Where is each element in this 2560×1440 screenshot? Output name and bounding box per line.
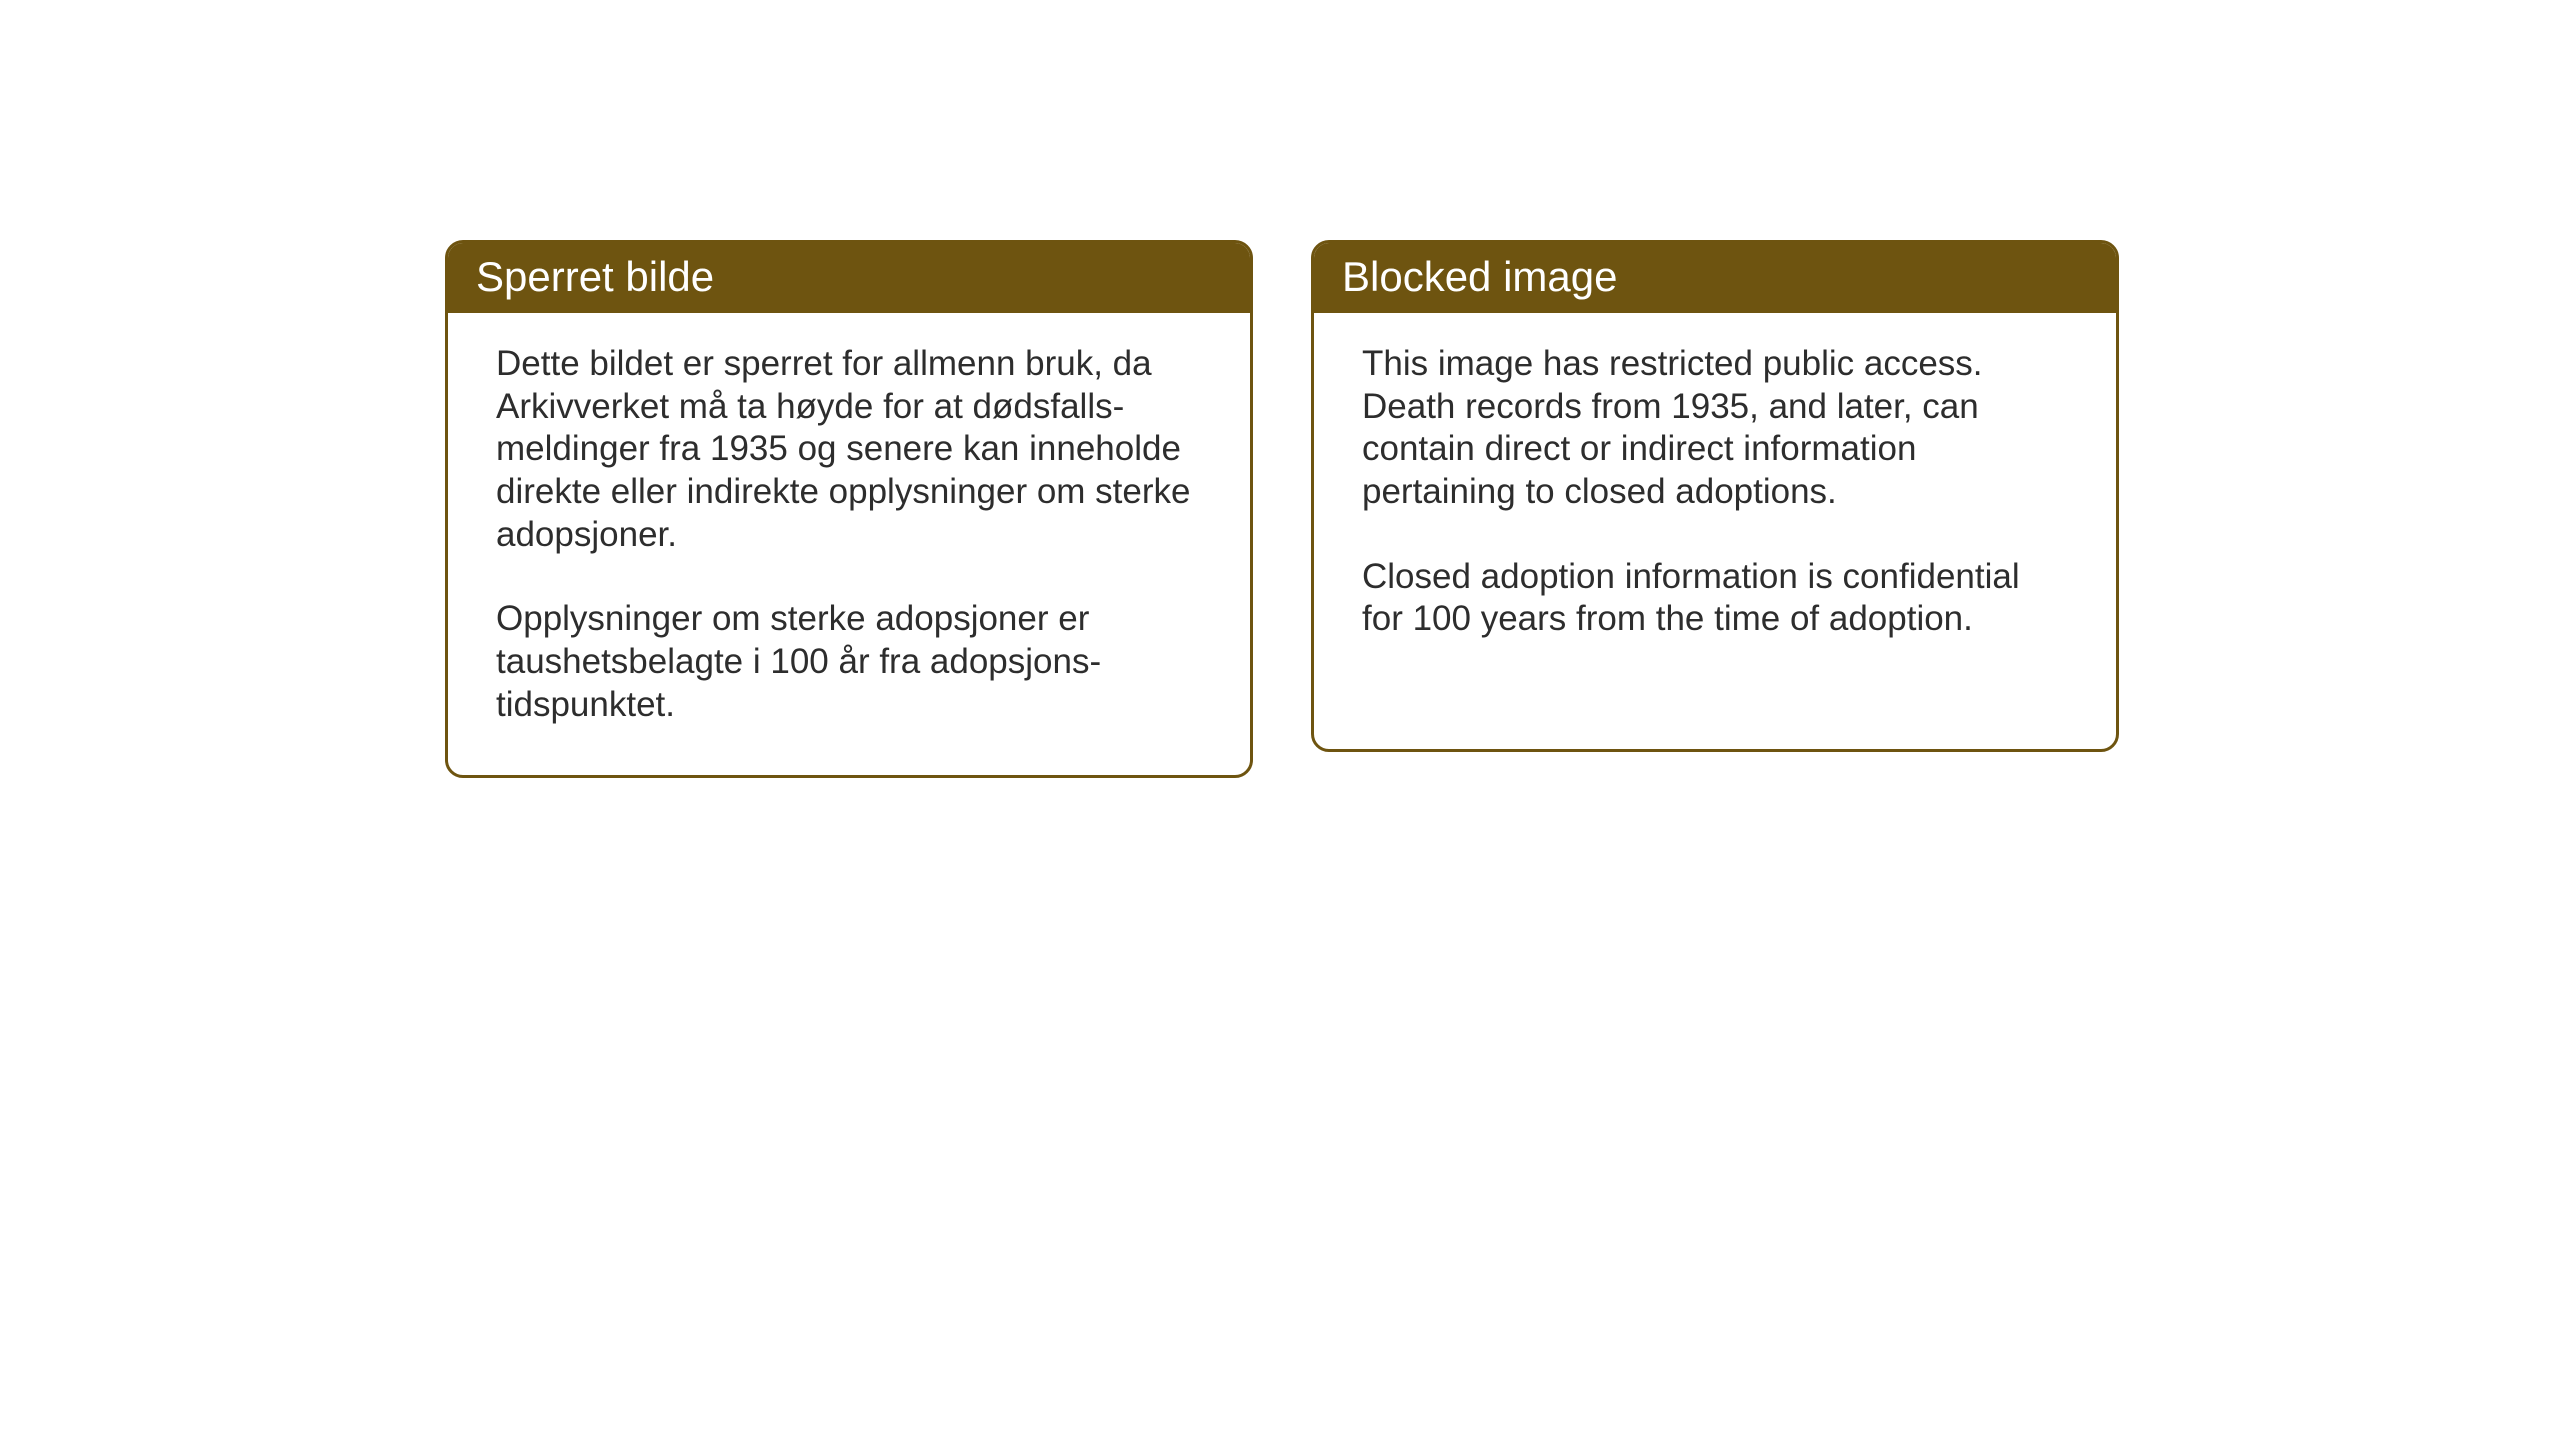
card-header-english: Blocked image	[1314, 243, 2116, 313]
card-title: Blocked image	[1342, 253, 1617, 300]
card-paragraph: Opplysninger om sterke adopsjoner er tau…	[496, 598, 1202, 726]
card-paragraph: Closed adoption information is confident…	[1362, 556, 2068, 641]
notice-card-english: Blocked image This image has restricted …	[1311, 240, 2119, 752]
notice-card-norwegian: Sperret bilde Dette bildet er sperret fo…	[445, 240, 1253, 778]
card-paragraph: Dette bildet er sperret for allmenn bruk…	[496, 343, 1202, 556]
card-paragraph: This image has restricted public access.…	[1362, 343, 2068, 514]
card-body-norwegian: Dette bildet er sperret for allmenn bruk…	[448, 313, 1250, 775]
notice-container: Sperret bilde Dette bildet er sperret fo…	[445, 240, 2119, 778]
card-header-norwegian: Sperret bilde	[448, 243, 1250, 313]
card-body-english: This image has restricted public access.…	[1314, 313, 2116, 689]
card-title: Sperret bilde	[476, 253, 714, 300]
